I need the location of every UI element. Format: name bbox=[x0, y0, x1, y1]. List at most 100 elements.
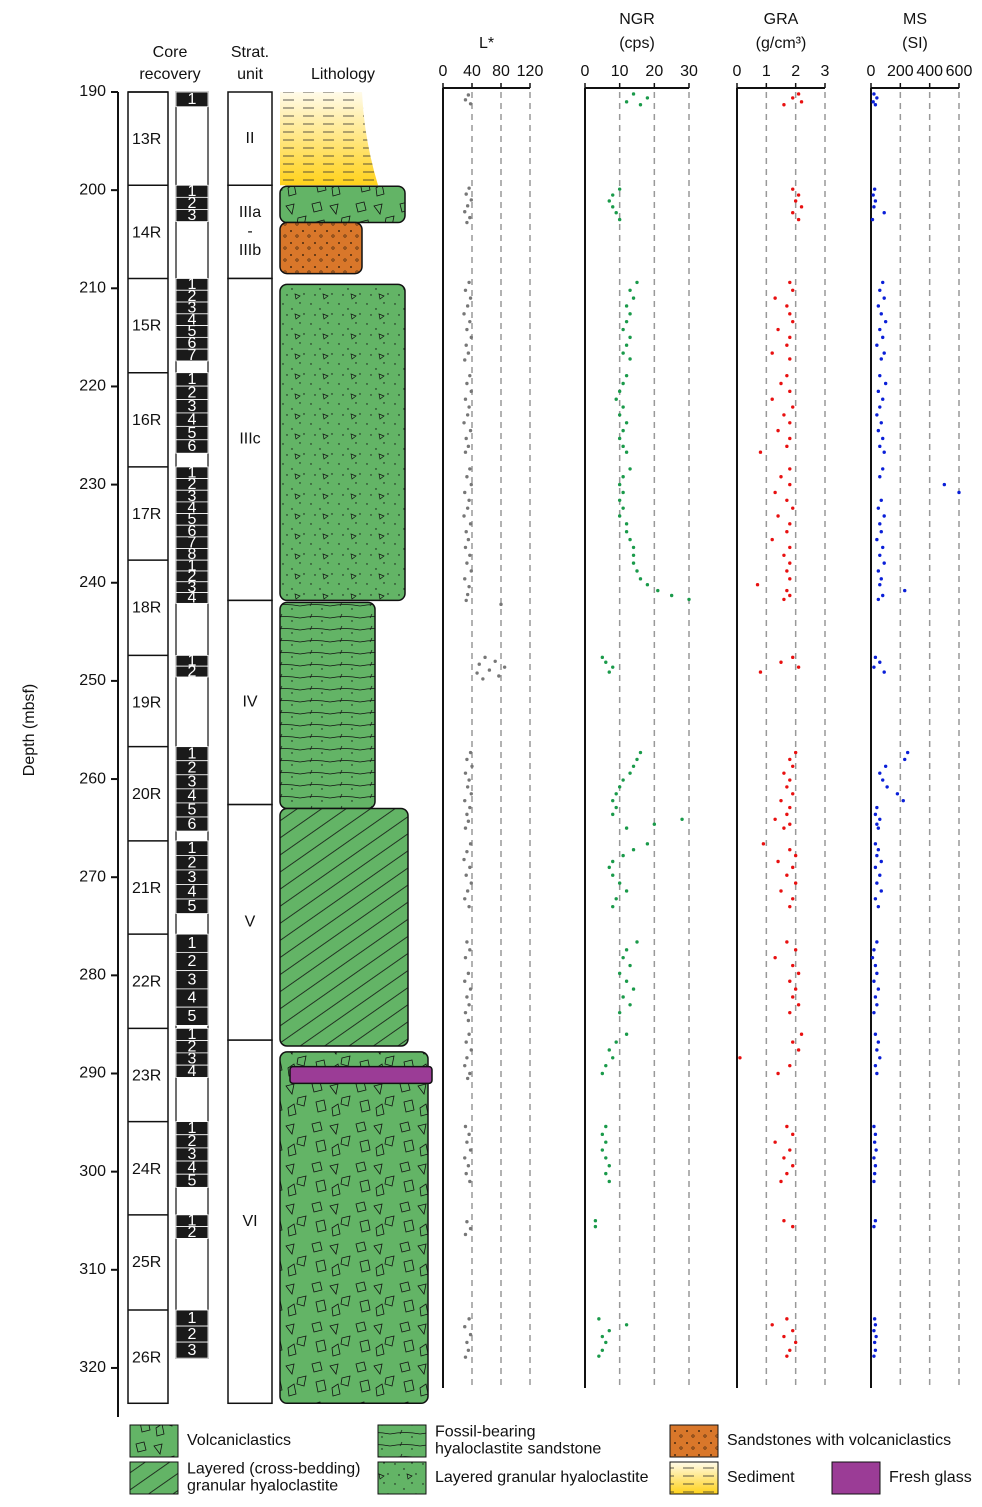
data-point bbox=[788, 1349, 791, 1352]
data-point bbox=[877, 506, 880, 509]
data-point bbox=[608, 199, 611, 202]
data-point bbox=[872, 1180, 875, 1183]
data-point bbox=[779, 1180, 782, 1183]
data-point bbox=[635, 940, 638, 943]
data-point bbox=[469, 751, 472, 754]
data-point bbox=[467, 778, 470, 781]
data-point bbox=[625, 889, 628, 892]
section-label: 2 bbox=[188, 953, 197, 970]
data-point bbox=[773, 296, 776, 299]
lithology-pattern bbox=[280, 92, 378, 185]
data-point bbox=[782, 1219, 785, 1222]
data-point bbox=[464, 546, 467, 549]
section-label: 5 bbox=[188, 1008, 197, 1025]
data-point bbox=[463, 1064, 466, 1067]
data-point bbox=[873, 187, 876, 190]
data-point bbox=[788, 806, 791, 809]
data-point bbox=[791, 1164, 794, 1167]
section-label: 2 bbox=[188, 663, 197, 680]
data-point bbox=[779, 475, 782, 478]
data-point bbox=[465, 940, 468, 943]
data-point bbox=[872, 980, 875, 983]
data-point bbox=[467, 905, 470, 908]
data-point bbox=[467, 405, 470, 408]
data-point bbox=[871, 956, 874, 959]
data-point bbox=[653, 822, 656, 825]
data-point bbox=[878, 522, 881, 525]
data-point bbox=[467, 499, 470, 502]
column-header: Lithology bbox=[311, 66, 375, 83]
data-point bbox=[494, 660, 497, 663]
data-point bbox=[880, 889, 883, 892]
data-point bbox=[878, 328, 881, 331]
data-point bbox=[785, 940, 788, 943]
track-title: (g/cm³) bbox=[756, 35, 807, 52]
data-point bbox=[618, 390, 621, 393]
section-label: 5 bbox=[188, 1172, 197, 1189]
data-point bbox=[618, 483, 621, 486]
core-label: 22R bbox=[132, 973, 161, 990]
data-point bbox=[604, 1341, 607, 1344]
x-tick-label: 10 bbox=[611, 63, 629, 80]
data-point bbox=[875, 1048, 878, 1051]
core-column bbox=[128, 92, 168, 1403]
data-point bbox=[465, 1172, 468, 1175]
x-tick-label: 200 bbox=[887, 63, 914, 80]
data-point bbox=[615, 806, 618, 809]
data-point bbox=[594, 1225, 597, 1228]
y-tick-label: 290 bbox=[79, 1065, 106, 1082]
data-point bbox=[469, 1333, 472, 1336]
y-tick-label: 320 bbox=[79, 1359, 106, 1376]
data-point bbox=[874, 1133, 877, 1136]
core-label: 24R bbox=[132, 1161, 161, 1178]
x-tick-label: 20 bbox=[645, 63, 663, 80]
data-point bbox=[874, 842, 877, 845]
data-point bbox=[467, 186, 470, 189]
data-point bbox=[794, 881, 797, 884]
data-point bbox=[618, 785, 621, 788]
legend-swatch bbox=[378, 1425, 426, 1457]
data-point bbox=[883, 561, 886, 564]
data-point bbox=[884, 382, 887, 385]
data-point bbox=[873, 1172, 876, 1175]
data-point bbox=[881, 594, 884, 597]
data-point bbox=[464, 398, 467, 401]
data-point bbox=[604, 1125, 607, 1128]
data-point bbox=[621, 382, 624, 385]
column-header: Strat. bbox=[231, 44, 269, 61]
data-point bbox=[467, 820, 470, 823]
data-point bbox=[635, 569, 638, 572]
x-tick-label: 2 bbox=[791, 63, 800, 80]
data-point bbox=[791, 211, 794, 214]
data-point bbox=[785, 1317, 788, 1320]
data-point bbox=[621, 351, 624, 354]
data-point bbox=[776, 860, 779, 863]
data-point bbox=[782, 826, 785, 829]
data-point bbox=[880, 530, 883, 533]
data-point bbox=[463, 980, 466, 983]
data-point bbox=[611, 905, 614, 908]
data-point bbox=[466, 506, 469, 509]
data-point bbox=[785, 874, 788, 877]
data-point bbox=[877, 429, 880, 432]
data-point bbox=[875, 972, 878, 975]
data-point bbox=[906, 751, 909, 754]
data-point bbox=[464, 956, 467, 959]
unit-label: II bbox=[246, 130, 255, 147]
data-point bbox=[467, 1164, 470, 1167]
data-point bbox=[791, 506, 794, 509]
track-title: (cps) bbox=[619, 35, 655, 52]
data-point bbox=[635, 758, 638, 761]
data-point bbox=[791, 656, 794, 659]
data-point bbox=[875, 940, 878, 943]
data-point bbox=[625, 1033, 628, 1036]
data-point bbox=[621, 475, 624, 478]
data-point bbox=[468, 1072, 471, 1075]
data-point bbox=[881, 467, 884, 470]
data-point bbox=[625, 374, 628, 377]
data-point bbox=[483, 656, 486, 659]
data-point bbox=[880, 860, 883, 863]
data-point bbox=[499, 603, 502, 606]
data-point bbox=[628, 312, 631, 315]
legend-label: Fresh glass bbox=[889, 1469, 972, 1486]
